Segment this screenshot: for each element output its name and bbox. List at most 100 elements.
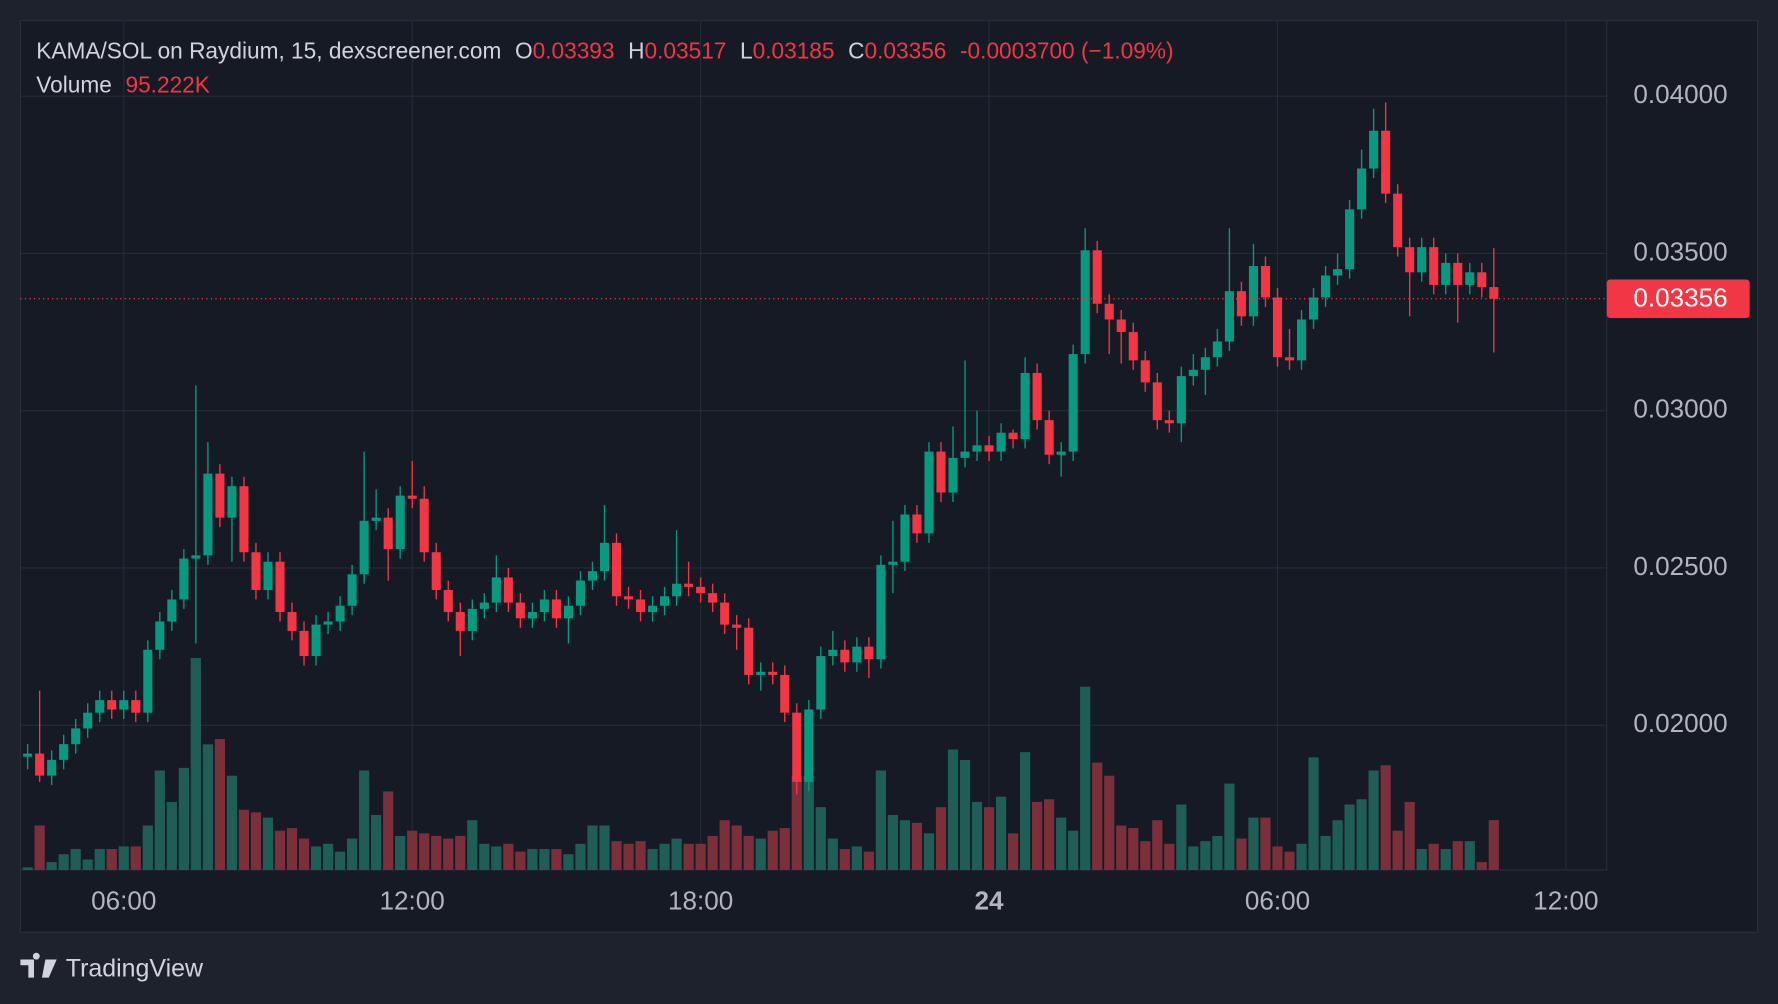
candle-body	[347, 574, 357, 606]
candle-body	[179, 558, 189, 600]
volume-bar	[94, 849, 105, 870]
candle-body	[155, 621, 165, 650]
volume-bar	[983, 807, 995, 870]
volume-bar	[190, 657, 201, 870]
candle-body	[1465, 272, 1475, 285]
candle-body	[71, 728, 81, 745]
candle-body	[239, 486, 249, 553]
volume-bar	[202, 744, 213, 870]
volume-bar	[1224, 783, 1235, 870]
candle-body	[672, 583, 682, 597]
candle-body	[263, 561, 273, 591]
volume-bar	[719, 820, 730, 870]
volume-bar	[599, 825, 610, 870]
candle-body	[1309, 297, 1319, 320]
candle-body	[167, 599, 177, 622]
candle-body	[1236, 291, 1246, 317]
candle-body	[359, 520, 369, 575]
y-tick-label: 0.02500	[1633, 551, 1727, 581]
candle-body	[83, 712, 93, 729]
volume-bar	[1416, 849, 1427, 870]
volume-title: Volume	[36, 71, 112, 97]
candle-body	[732, 624, 742, 628]
candle-body	[311, 624, 321, 657]
candle-body	[227, 486, 237, 518]
volume-bar	[214, 739, 226, 870]
candle-body	[119, 700, 129, 710]
candle-body	[1188, 369, 1198, 377]
candle-body	[840, 649, 850, 663]
y-tick-label: 0.03500	[1633, 236, 1727, 266]
y-tick-label: 0.02000	[1633, 708, 1727, 738]
y-tick-label: 0.03000	[1633, 394, 1727, 424]
candle-body	[708, 593, 718, 603]
x-tick-label: 12:00	[380, 886, 445, 916]
volume-bar	[1404, 801, 1415, 870]
volume-bar	[611, 841, 622, 870]
candle-body	[684, 583, 694, 587]
candle-body	[215, 473, 225, 518]
candle-body	[95, 700, 105, 713]
candle-body	[1296, 319, 1307, 361]
volume-bar	[178, 767, 189, 870]
volume-bar	[322, 843, 334, 870]
candle-body	[1092, 250, 1102, 304]
volume-bar	[1296, 843, 1307, 870]
volume-bar	[1284, 851, 1295, 870]
candle-body	[599, 542, 610, 572]
candle-body	[792, 712, 802, 782]
volume-bar	[1464, 841, 1475, 870]
candle-body	[1056, 451, 1066, 455]
candle-body	[383, 517, 393, 550]
candle-body	[1032, 372, 1042, 421]
logo-text: TradingView	[66, 954, 204, 982]
candle-body	[287, 612, 297, 631]
volume-value: 95.222K	[125, 71, 209, 97]
candle-body	[768, 671, 778, 675]
candle-body	[299, 630, 309, 657]
volume-bar	[443, 838, 454, 870]
candle-body	[828, 649, 838, 657]
volume-bar	[431, 835, 442, 870]
volume-bar	[707, 835, 718, 870]
candle-body	[1429, 247, 1439, 285]
volume-bar	[791, 775, 802, 870]
header: KAMA/SOL on Raydium, 15, dexscreener.com…	[36, 37, 1173, 63]
candle-body	[443, 590, 453, 613]
volume-bar	[1188, 846, 1199, 870]
candle-body	[948, 457, 958, 493]
candle-body	[1333, 269, 1343, 276]
volume-bar	[1044, 799, 1055, 870]
volume-bar	[503, 843, 514, 870]
volume-bar	[1476, 862, 1487, 870]
candle-body	[984, 445, 994, 452]
volume-bar	[863, 851, 874, 870]
x-tick-label: 06:00	[91, 886, 156, 916]
candle-body	[1176, 376, 1186, 424]
open-value: 0.03393	[533, 37, 615, 63]
candle-body	[131, 700, 141, 713]
candle-body	[972, 445, 982, 452]
volume-bar	[563, 854, 574, 870]
volume-bar	[1428, 843, 1439, 870]
volume-bar	[1080, 686, 1091, 870]
candle-body	[924, 451, 934, 534]
x-tick-label: 18:00	[668, 886, 733, 916]
volume-bar	[515, 851, 526, 870]
volume-bar	[22, 867, 33, 870]
volume-bar	[839, 849, 850, 870]
volume-bar	[815, 807, 826, 870]
candle-body	[996, 432, 1006, 452]
volume-bar	[1356, 799, 1367, 870]
candle-body	[648, 605, 658, 613]
candle-body	[1441, 262, 1451, 285]
volume-bar	[1116, 825, 1127, 870]
candle-body	[59, 744, 69, 760]
volume-bar	[743, 835, 754, 870]
volume-bar	[695, 843, 706, 870]
candle-body	[1152, 382, 1162, 421]
candle-body	[143, 649, 153, 713]
candle-body	[1489, 287, 1499, 299]
volume-bar	[659, 843, 670, 870]
last-price-label: 0.03356	[1633, 283, 1727, 313]
